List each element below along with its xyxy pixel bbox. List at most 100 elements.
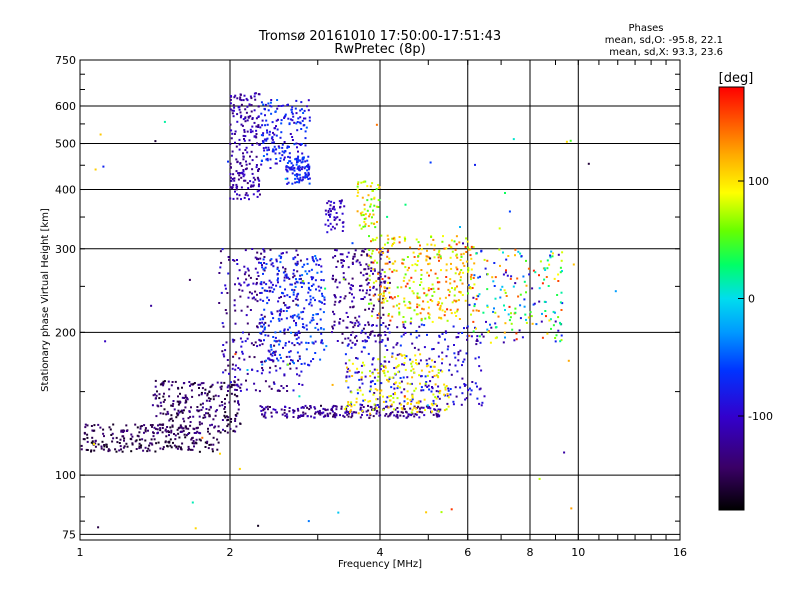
data-point	[97, 443, 100, 446]
data-point	[362, 214, 365, 216]
data-point	[260, 252, 263, 255]
data-point	[237, 172, 239, 175]
data-point	[305, 299, 308, 302]
data-point	[375, 123, 378, 126]
colorbar-unit-label: [deg]	[719, 71, 754, 86]
data-point	[446, 348, 449, 351]
data-point	[314, 411, 317, 414]
data-point	[387, 313, 390, 315]
data-point	[160, 404, 163, 407]
data-point	[233, 179, 236, 182]
data-point	[332, 206, 335, 209]
data-point	[260, 134, 263, 137]
data-point	[344, 362, 347, 365]
data-point	[253, 135, 256, 138]
data-point	[238, 148, 241, 151]
data-point	[232, 340, 235, 343]
data-point	[249, 309, 252, 311]
data-point	[409, 383, 412, 386]
data-point	[434, 396, 437, 399]
data-point	[441, 240, 444, 243]
data-point	[400, 391, 403, 394]
data-point	[199, 439, 202, 442]
data-point	[224, 411, 227, 414]
data-point	[390, 386, 393, 389]
data-point	[401, 363, 404, 366]
data-point	[296, 146, 298, 149]
data-point	[263, 413, 266, 416]
data-point	[307, 99, 310, 102]
data-point	[445, 331, 448, 334]
data-point	[295, 278, 297, 281]
data-point	[296, 351, 299, 354]
data-point	[340, 407, 343, 410]
data-point	[461, 364, 463, 367]
data-point	[245, 97, 248, 100]
data-point	[226, 386, 229, 389]
data-point	[82, 438, 85, 441]
data-point	[308, 173, 310, 176]
data-point	[118, 449, 121, 452]
data-point	[304, 165, 307, 168]
data-point	[294, 297, 297, 300]
data-point	[434, 403, 437, 406]
data-point	[405, 355, 408, 358]
data-point	[224, 369, 227, 372]
data-point	[334, 217, 337, 220]
data-point	[372, 307, 375, 310]
data-point	[238, 403, 240, 406]
data-point	[546, 259, 549, 262]
data-point	[324, 209, 327, 212]
data-point	[286, 294, 289, 297]
data-point	[239, 386, 242, 389]
data-point	[297, 416, 300, 419]
data-point	[231, 150, 234, 153]
data-point	[463, 327, 465, 330]
data-point	[177, 403, 180, 406]
data-point	[454, 311, 457, 314]
data-point	[404, 320, 407, 323]
data-point	[448, 244, 451, 247]
data-point	[437, 355, 440, 358]
data-point	[290, 111, 293, 114]
data-point	[263, 149, 266, 152]
data-point	[350, 333, 353, 336]
data-point	[344, 353, 347, 356]
data-point	[281, 291, 283, 294]
data-point	[364, 225, 367, 228]
data-point	[233, 177, 236, 180]
data-point	[184, 436, 187, 439]
data-point	[245, 160, 247, 163]
data-point	[444, 386, 447, 389]
data-point	[344, 295, 347, 298]
data-point	[278, 296, 281, 299]
data-point	[197, 383, 200, 386]
data-point	[459, 291, 462, 293]
data-point	[291, 316, 294, 319]
data-point	[285, 355, 288, 358]
data-point	[420, 386, 423, 389]
data-point	[409, 358, 412, 361]
data-point	[234, 364, 237, 367]
data-point	[256, 258, 258, 261]
data-point	[119, 445, 122, 448]
data-point	[165, 435, 168, 438]
data-point	[431, 369, 434, 372]
data-point	[387, 249, 390, 252]
data-point	[346, 405, 349, 407]
data-point	[181, 430, 184, 433]
data-point	[360, 227, 363, 230]
data-point	[167, 441, 170, 444]
data-point	[363, 364, 366, 367]
data-point	[336, 216, 339, 219]
data-point	[417, 405, 420, 408]
data-point	[276, 389, 279, 392]
data-point	[262, 132, 265, 135]
data-point	[342, 272, 345, 275]
data-point	[384, 414, 387, 417]
data-point	[230, 392, 233, 395]
data-point	[501, 285, 504, 288]
data-point	[367, 409, 370, 412]
data-point	[246, 322, 249, 325]
